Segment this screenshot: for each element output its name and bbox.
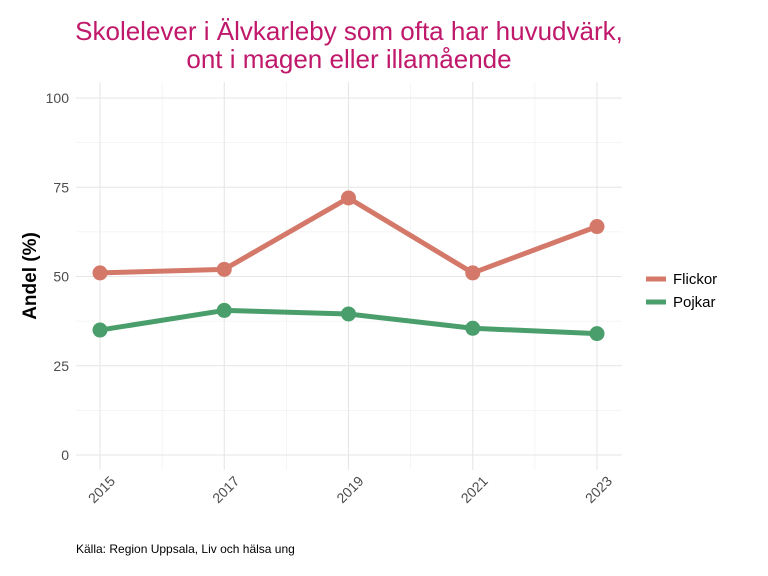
source-caption: Källa: Region Uppsala, Liv och hälsa ung [76, 542, 295, 556]
data-point-flickor-2019 [341, 190, 356, 206]
y-tick-label-75: 75 [53, 179, 69, 195]
y-tick-label-50: 50 [53, 269, 69, 285]
y-tick-label-25: 25 [53, 358, 69, 374]
x-tick-label-2015: 2015 [85, 473, 118, 506]
data-point-pojkar-2015 [92, 322, 108, 338]
data-point-pojkar-2021 [465, 320, 481, 336]
data-point-flickor-2021 [465, 265, 481, 281]
x-tick-label-2017: 2017 [209, 473, 242, 506]
y-tick-label-0: 0 [61, 447, 69, 463]
legend: Flickor Pojkar [646, 271, 717, 311]
data-point-pojkar-2017 [216, 302, 232, 318]
data-point-flickor-2023 [589, 219, 605, 235]
series-layer [92, 190, 605, 342]
legend-label-pojkar: Pojkar [673, 294, 716, 311]
x-tick-label-2023: 2023 [582, 473, 615, 506]
x-tick-label-2021: 2021 [458, 473, 491, 506]
data-point-pojkar-2023 [589, 326, 605, 342]
x-tick-label-2019: 2019 [333, 473, 366, 506]
data-point-flickor-2017 [216, 261, 232, 277]
chart-title-line-2: ont i magen eller illamående [186, 44, 511, 74]
y-axis-tick-labels: 0 25 50 75 100 [46, 90, 70, 463]
chart-title-line-1: Skolelever i Älvkarleby som ofta har huv… [75, 16, 623, 46]
data-point-flickor-2015 [92, 265, 108, 281]
y-tick-label-100: 100 [46, 90, 70, 106]
x-axis-tick-labels: 2015 2017 2019 2021 2023 [85, 473, 615, 506]
y-axis-label: Andel (%) [20, 232, 41, 320]
legend-label-flickor: Flickor [673, 271, 717, 288]
major-gridlines [76, 82, 622, 470]
data-point-pojkar-2019 [341, 306, 356, 322]
